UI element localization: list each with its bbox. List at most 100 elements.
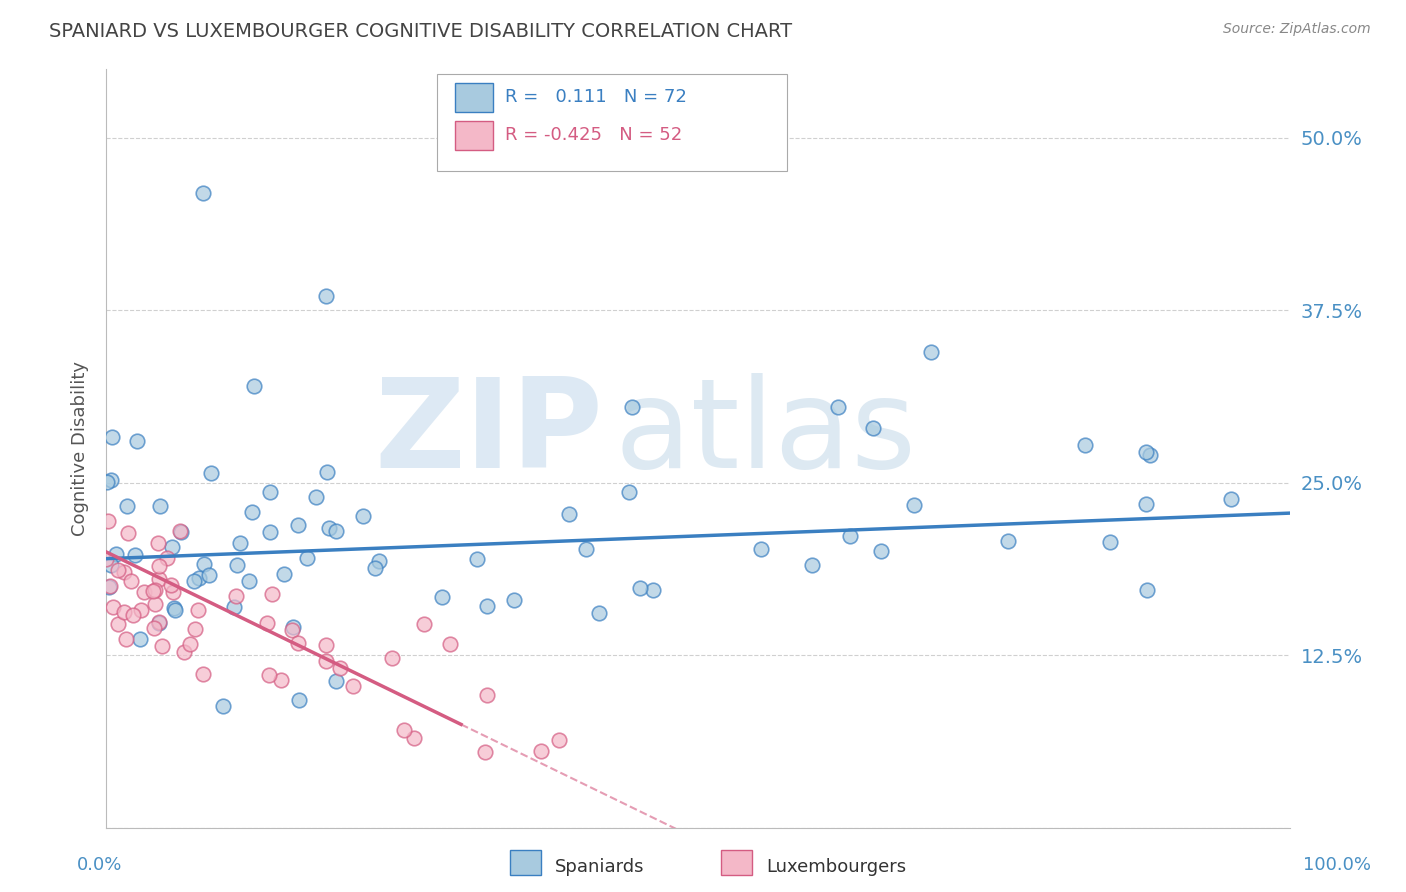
Point <box>148 615 170 629</box>
Point <box>281 624 304 638</box>
Point <box>402 731 425 746</box>
Point <box>200 466 222 480</box>
Point <box>439 637 461 651</box>
Point <box>475 688 498 702</box>
Point <box>212 698 235 713</box>
Point <box>325 524 347 538</box>
Point <box>115 632 138 646</box>
Point <box>259 668 281 682</box>
Point <box>364 561 387 575</box>
Point <box>557 507 579 521</box>
Point <box>228 535 250 549</box>
Point <box>862 421 884 435</box>
Point <box>148 572 170 586</box>
Text: Spaniards: Spaniards <box>555 858 645 876</box>
Point <box>124 548 146 562</box>
Point <box>105 547 128 561</box>
Point <box>259 484 281 499</box>
Point <box>148 535 170 549</box>
Point <box>368 554 391 568</box>
FancyBboxPatch shape <box>437 74 786 171</box>
Point <box>149 500 172 514</box>
Point <box>142 583 165 598</box>
Point <box>270 673 292 687</box>
Point <box>1139 448 1161 462</box>
Point <box>132 584 155 599</box>
Point <box>107 563 129 577</box>
FancyBboxPatch shape <box>456 121 494 150</box>
Point <box>502 592 524 607</box>
Point <box>297 550 319 565</box>
Point <box>315 638 337 652</box>
Point <box>148 616 170 631</box>
Point <box>315 289 337 303</box>
Point <box>305 490 328 504</box>
Point <box>117 525 139 540</box>
Point <box>184 622 207 636</box>
Point <box>1135 445 1157 459</box>
Point <box>288 692 311 706</box>
Point <box>156 550 179 565</box>
Point <box>621 400 644 414</box>
Point <box>1220 491 1243 506</box>
Point <box>101 599 124 614</box>
Point <box>129 632 152 647</box>
Point <box>125 434 148 448</box>
Point <box>179 637 201 651</box>
Point <box>193 557 215 571</box>
Point <box>143 597 166 611</box>
Point <box>394 723 416 738</box>
Point <box>121 607 143 622</box>
Point <box>342 679 364 693</box>
Text: Luxembourgers: Luxembourgers <box>766 858 907 876</box>
Point <box>169 524 191 538</box>
Point <box>98 579 121 593</box>
Point <box>97 514 120 528</box>
Point <box>150 639 173 653</box>
Point <box>800 558 823 573</box>
Point <box>112 565 135 579</box>
Point <box>191 186 214 200</box>
Text: 100.0%: 100.0% <box>1303 855 1371 873</box>
Point <box>94 552 117 566</box>
Text: R =   0.111   N = 72: R = 0.111 N = 72 <box>505 87 686 105</box>
Point <box>839 529 862 543</box>
Point <box>101 430 124 444</box>
FancyBboxPatch shape <box>721 850 752 875</box>
Point <box>169 525 191 540</box>
Point <box>381 651 404 665</box>
Point <box>120 574 142 588</box>
Point <box>260 587 283 601</box>
Point <box>287 636 309 650</box>
Text: SPANIARD VS LUXEMBOURGER COGNITIVE DISABILITY CORRELATION CHART: SPANIARD VS LUXEMBOURGER COGNITIVE DISAB… <box>49 22 793 41</box>
Point <box>240 506 263 520</box>
Point <box>643 582 665 597</box>
Text: ZIP: ZIP <box>374 373 603 493</box>
Point <box>259 524 281 539</box>
Point <box>827 400 849 414</box>
Point <box>530 744 553 758</box>
Point <box>1074 438 1097 452</box>
Text: 0.0%: 0.0% <box>77 855 122 873</box>
Point <box>870 544 893 558</box>
Point <box>329 660 352 674</box>
Point <box>159 578 181 592</box>
Point <box>1099 535 1122 549</box>
Point <box>225 558 247 572</box>
Point <box>430 590 453 604</box>
Point <box>1136 582 1159 597</box>
Point <box>143 582 166 597</box>
Point <box>548 732 571 747</box>
Point <box>256 616 278 631</box>
Point <box>243 379 266 393</box>
FancyBboxPatch shape <box>456 83 494 112</box>
FancyBboxPatch shape <box>510 850 541 875</box>
Point <box>100 473 122 487</box>
Point <box>96 475 118 489</box>
Point <box>283 619 305 633</box>
Point <box>352 508 374 523</box>
Point <box>191 666 214 681</box>
Point <box>112 605 135 619</box>
Point <box>238 574 260 588</box>
Point <box>225 590 247 604</box>
